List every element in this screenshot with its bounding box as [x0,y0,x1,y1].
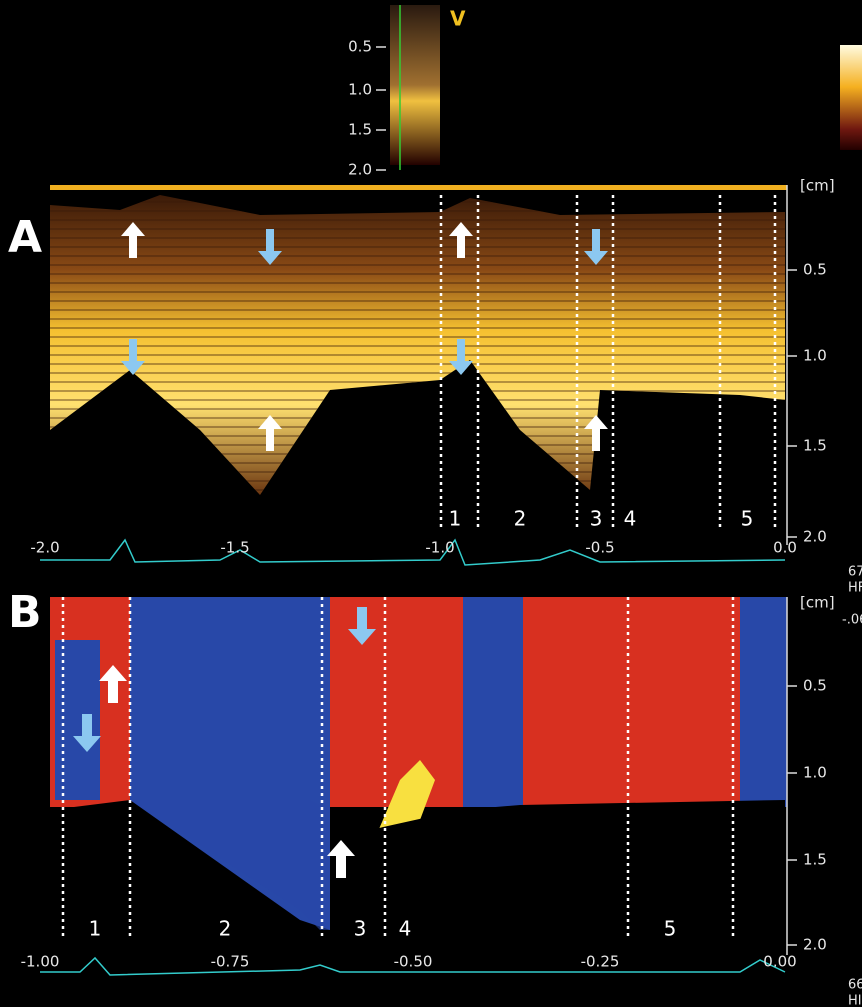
phase-label: 2 [219,917,232,941]
time-label: -2.0 [30,539,59,557]
phase-label: 2 [514,507,527,531]
time-label: -1.0 [425,539,454,557]
depth-label: 1.5 [803,851,827,869]
a-texture [50,195,785,495]
depth-label: 2.0 [803,528,827,546]
phase-label: 1 [89,917,102,941]
depth-label: 0.5 [803,677,827,695]
panel-label: B [8,587,42,638]
time-label: -1.5 [220,539,249,557]
time-label: 0.0 [773,539,797,557]
depth-label: 0.5 [348,38,372,56]
top-label: V [450,7,466,31]
b-blue-left [55,640,100,800]
unit: [cm] [800,594,835,612]
b-blue-band [463,597,523,807]
b-blue-right [740,597,787,807]
side-readout: HF [848,581,862,596]
b-ecg-trace [40,956,786,976]
phase-label: 3 [354,917,367,941]
depth-label: 1.0 [348,81,372,99]
depth-label: 2.0 [803,936,827,954]
phase-label: 4 [624,507,637,531]
depth-label: 1.0 [803,347,827,365]
side-readout: 67 [848,565,862,580]
side-readout: HI [848,994,862,1007]
time-label: -1.00 [21,953,60,971]
time-label: 0.00 [763,953,796,971]
time-label: -0.50 [394,953,433,971]
depth-label: 1.5 [803,437,827,455]
time-label: -0.5 [585,539,614,557]
time-label: -0.25 [581,953,620,971]
unit: [cm] [800,177,835,195]
phase-label: 3 [590,507,603,531]
depth-label: 0.5 [803,261,827,279]
color-bar [840,45,862,150]
a-top-band [50,185,787,190]
depth-label: 1.5 [348,121,372,139]
depth-label: 1.0 [803,764,827,782]
time-label: -0.75 [211,953,250,971]
b-phase-lines [61,597,735,940]
a-ecg-trace [40,538,786,566]
b-dark-tissue [50,800,785,935]
phase-label: 1 [449,507,462,531]
side-readout: 66 [848,978,862,993]
phase-label: 5 [664,917,677,941]
depth-label: 2.0 [348,161,372,179]
panel-label: A [8,212,42,263]
phase-label: 5 [741,507,754,531]
b-blue-wedge [130,800,330,930]
arrows [73,222,608,878]
side-readout: -.06 [842,613,862,628]
probe-image [390,5,440,165]
phase-label: 4 [399,917,412,941]
